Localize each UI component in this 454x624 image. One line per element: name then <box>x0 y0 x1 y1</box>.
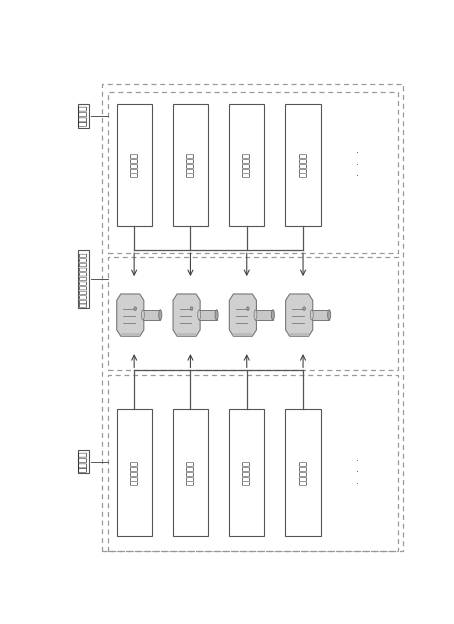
Text: 上级指挥部: 上级指挥部 <box>242 152 251 177</box>
Text: 火力打击群: 火力打击群 <box>186 460 195 485</box>
Bar <box>108 92 398 253</box>
Circle shape <box>247 307 249 311</box>
Bar <box>286 409 321 536</box>
Bar <box>108 375 398 550</box>
Text: ·
·
·: · · · <box>356 149 359 182</box>
Bar <box>177 300 195 330</box>
Text: 纵深攻击群: 纵深攻击群 <box>242 460 251 485</box>
Bar <box>117 409 152 536</box>
Polygon shape <box>290 333 309 336</box>
Ellipse shape <box>141 310 144 320</box>
Ellipse shape <box>215 310 218 320</box>
Polygon shape <box>229 294 257 336</box>
Polygon shape <box>117 294 144 336</box>
Text: 作战单元: 作战单元 <box>79 451 88 472</box>
Polygon shape <box>233 333 252 336</box>
Bar <box>312 310 329 320</box>
Polygon shape <box>286 294 313 336</box>
Text: 分布式共享数据库存储系统: 分布式共享数据库存储系统 <box>79 251 88 307</box>
Bar <box>117 104 152 227</box>
Ellipse shape <box>310 310 313 320</box>
Bar <box>121 300 138 330</box>
Bar <box>290 300 307 330</box>
Circle shape <box>190 307 193 311</box>
Text: 攻击指挥部: 攻击指挥部 <box>130 152 138 177</box>
Text: 后勤保障群: 后勤保障群 <box>299 460 307 485</box>
Ellipse shape <box>328 310 331 320</box>
Polygon shape <box>173 294 200 336</box>
Bar <box>143 310 160 320</box>
Text: ·
·
·: · · · <box>356 456 359 489</box>
Bar <box>256 310 273 320</box>
Bar <box>103 84 403 550</box>
Ellipse shape <box>197 310 201 320</box>
Text: 后勤指挥部: 后勤指挥部 <box>186 152 195 177</box>
Bar <box>199 310 217 320</box>
Bar <box>108 258 398 371</box>
Bar <box>233 300 251 330</box>
Bar <box>173 104 208 227</box>
Text: 友邻指挥部: 友邻指挥部 <box>299 152 307 177</box>
Circle shape <box>303 307 306 311</box>
Ellipse shape <box>271 310 274 320</box>
Bar <box>286 104 321 227</box>
Circle shape <box>134 307 137 311</box>
Polygon shape <box>121 333 140 336</box>
Ellipse shape <box>254 310 257 320</box>
Text: 前沿攻击群: 前沿攻击群 <box>130 460 138 485</box>
Bar <box>173 409 208 536</box>
Bar <box>229 409 264 536</box>
Text: 各指挥部: 各指挥部 <box>79 105 88 127</box>
Ellipse shape <box>159 310 162 320</box>
Polygon shape <box>177 333 196 336</box>
Bar <box>229 104 264 227</box>
